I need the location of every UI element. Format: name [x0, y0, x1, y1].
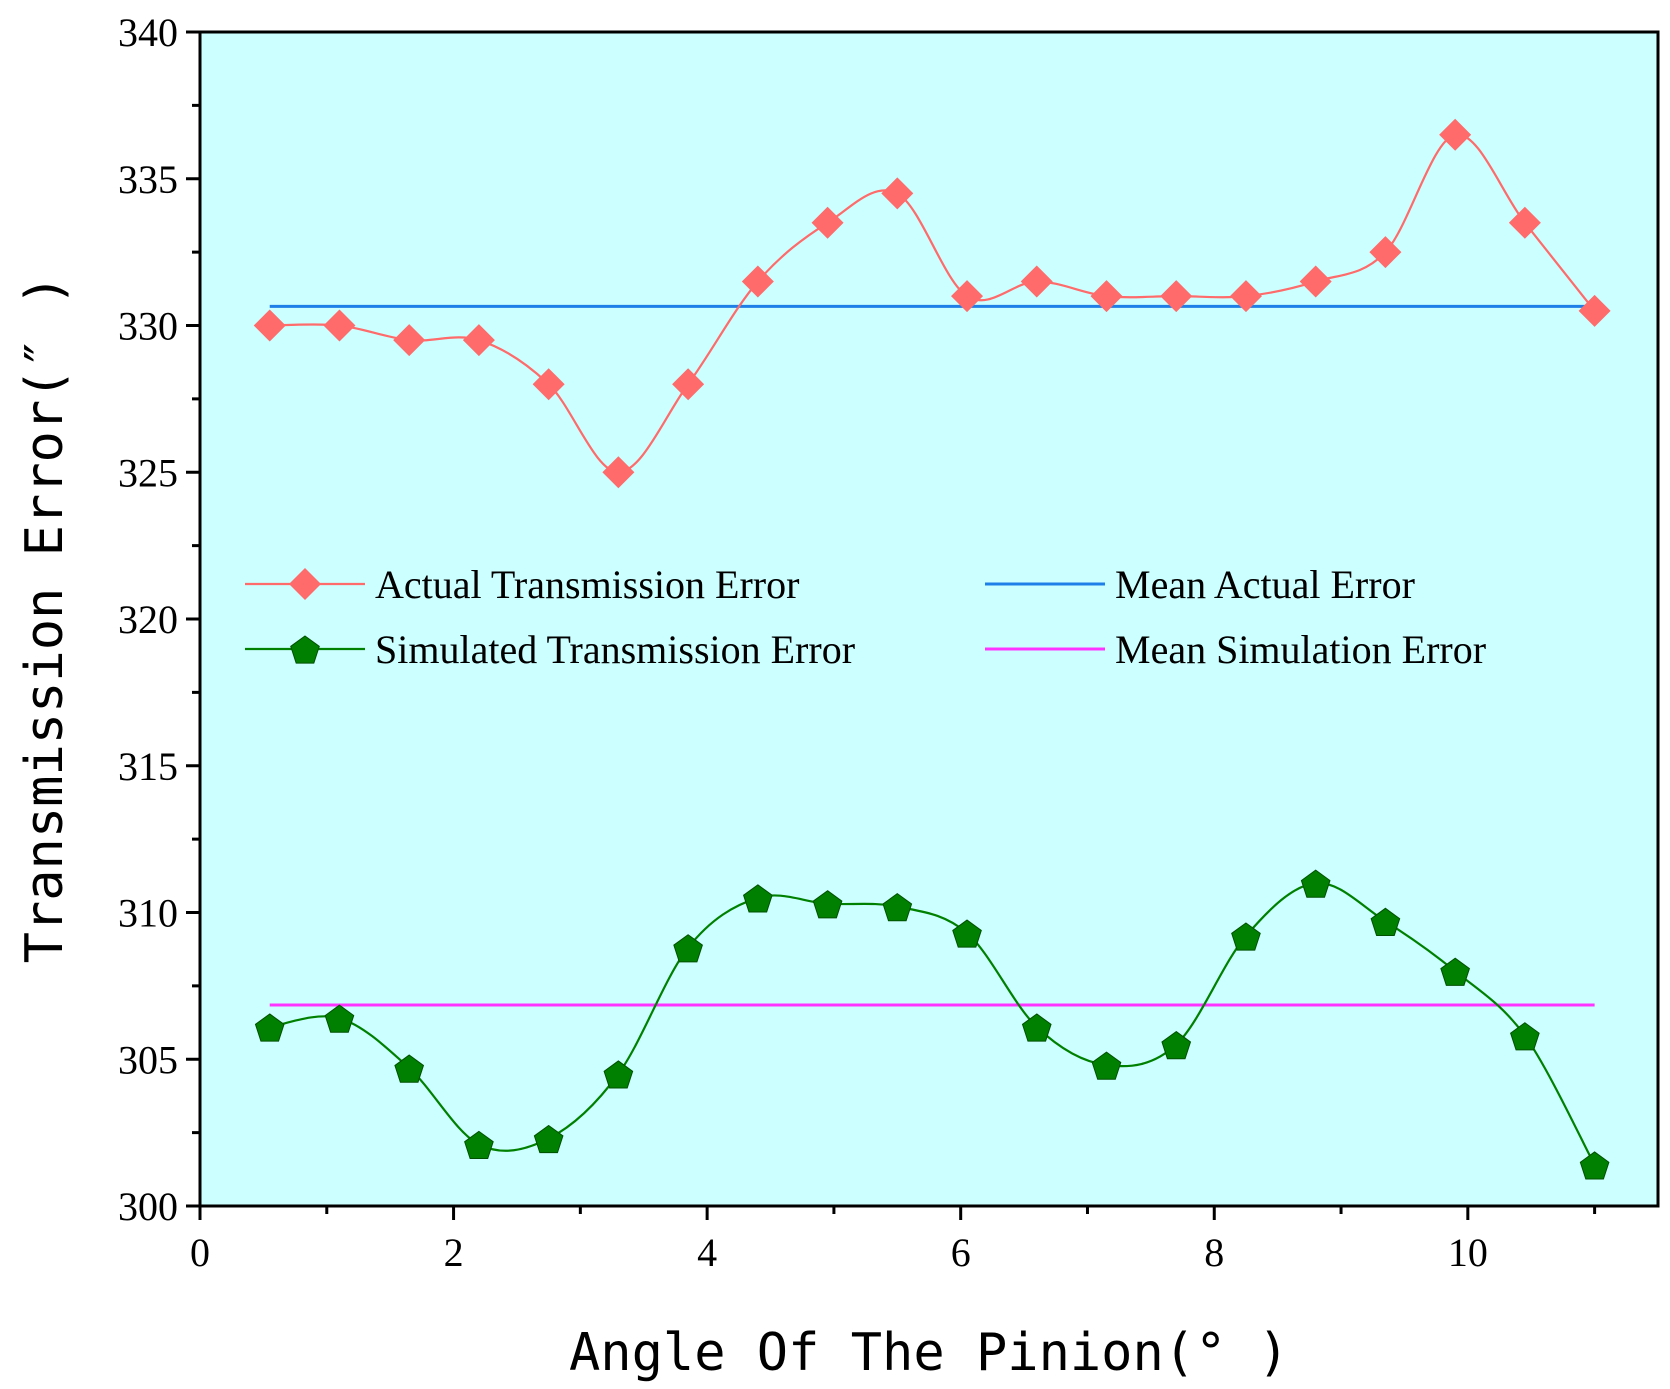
legend-label: Mean Simulation Error — [1115, 627, 1486, 672]
point-simulated-transmission-error — [1370, 907, 1401, 936]
point-actual-transmission-error — [881, 177, 914, 210]
y-tick-label: 340 — [118, 10, 178, 55]
point-simulated-transmission-error — [1231, 922, 1261, 951]
point-actual-transmission-error — [1090, 280, 1123, 313]
point-simulated-transmission-error — [603, 1060, 634, 1089]
point-actual-transmission-error — [602, 456, 635, 489]
legend-item-simulated-transmission-error: Simulated Transmission Error — [245, 627, 855, 672]
point-simulated-transmission-error — [1161, 1030, 1192, 1060]
point-simulated-transmission-error — [464, 1130, 494, 1160]
point-actual-transmission-error — [253, 309, 286, 342]
point-simulated-transmission-error — [1300, 869, 1331, 898]
point-actual-transmission-error — [1299, 265, 1332, 298]
x-axis-title: Angle Of The Pinion(° ) — [569, 1323, 1289, 1383]
point-actual-transmission-error — [323, 309, 356, 342]
mean-lines — [269, 304, 1595, 1007]
point-actual-transmission-error — [811, 206, 844, 239]
legend-label: Actual Transmission Error — [375, 562, 799, 607]
x-tick-label: 4 — [697, 1230, 717, 1275]
legend-swatch-marker — [290, 635, 320, 664]
point-actual-transmission-error — [951, 280, 984, 313]
point-actual-transmission-error — [1369, 236, 1402, 269]
point-actual-transmission-error — [462, 324, 495, 357]
point-simulated-transmission-error — [952, 919, 982, 948]
point-simulated-transmission-error — [1440, 957, 1471, 986]
y-tick-label: 330 — [118, 304, 178, 349]
point-simulated-transmission-error — [394, 1054, 425, 1083]
point-simulated-transmission-error — [812, 890, 843, 919]
point-simulated-transmission-error — [882, 893, 913, 922]
x-tick-label: 8 — [1204, 1230, 1224, 1275]
y-tick-label: 315 — [118, 744, 178, 789]
legend-swatch-marker — [289, 568, 321, 600]
point-simulated-transmission-error — [1579, 1151, 1610, 1180]
point-actual-transmission-error — [1160, 280, 1193, 313]
y-tick-label: 305 — [118, 1037, 178, 1082]
y-tick-label: 320 — [118, 597, 178, 642]
legend-item-mean-simulation-error: Mean Simulation Error — [985, 627, 1486, 672]
point-simulated-transmission-error — [1091, 1051, 1122, 1080]
point-simulated-transmission-error — [1510, 1022, 1540, 1051]
legend: Actual Transmission Error Simulated Trans… — [245, 562, 1486, 672]
point-simulated-transmission-error — [533, 1124, 564, 1154]
series-markers — [253, 118, 1611, 1180]
x-tick-label: 10 — [1448, 1230, 1488, 1275]
point-simulated-transmission-error — [324, 1004, 355, 1033]
point-simulated-transmission-error — [254, 1013, 285, 1042]
y-tick-label: 310 — [118, 891, 178, 936]
legend-item-actual-transmission-error: Actual Transmission Error — [245, 562, 799, 607]
y-tick-label: 300 — [118, 1184, 178, 1229]
plot-frame — [198, 30, 1660, 1208]
x-tick-label: 6 — [951, 1230, 971, 1275]
tick-labels: 0 2 4 6 8 10 300 305 310 315 320 325 330 335 340 — [118, 10, 1488, 1275]
point-actual-transmission-error — [393, 324, 426, 357]
point-actual-transmission-error — [1229, 280, 1262, 313]
y-tick-label: 335 — [118, 157, 178, 202]
point-actual-transmission-error — [1020, 265, 1053, 298]
y-axis-title: Transmission Error(″ ) — [15, 275, 75, 964]
plot-area — [200, 32, 1658, 1206]
legend-label: Mean Actual Error — [1115, 562, 1415, 607]
point-simulated-transmission-error — [742, 884, 773, 913]
point-actual-transmission-error — [1578, 294, 1611, 327]
point-actual-transmission-error — [1508, 206, 1541, 239]
point-actual-transmission-error — [1439, 118, 1472, 151]
point-actual-transmission-error — [741, 265, 774, 298]
legend-item-mean-actual-error: Mean Actual Error — [985, 562, 1415, 607]
point-actual-transmission-error — [532, 368, 565, 401]
legend-label: Simulated Transmission Error — [375, 627, 855, 672]
y-tick-label: 325 — [118, 450, 178, 495]
point-simulated-transmission-error — [1021, 1013, 1052, 1042]
point-actual-transmission-error — [672, 368, 705, 401]
point-simulated-transmission-error — [673, 934, 703, 963]
x-tick-label: 2 — [444, 1230, 464, 1275]
curve-actual-transmission-error — [269, 133, 1596, 474]
x-tick-label: 0 — [190, 1230, 210, 1275]
